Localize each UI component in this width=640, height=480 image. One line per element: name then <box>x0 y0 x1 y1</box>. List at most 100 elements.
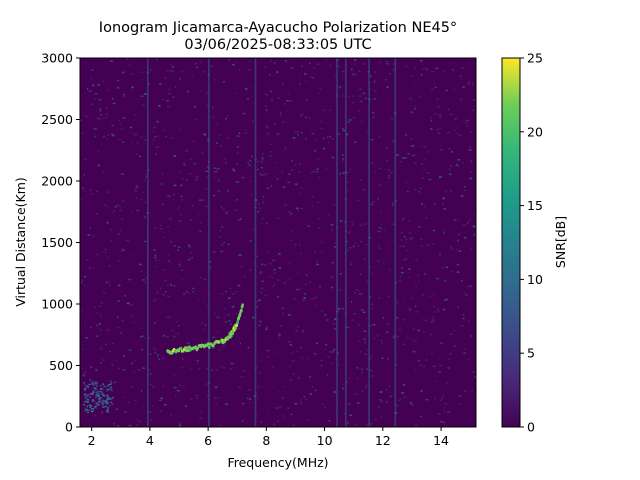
noise-cell <box>281 171 284 174</box>
noise-cell <box>351 301 353 303</box>
noise-cell <box>227 243 230 245</box>
noise-cell <box>173 335 175 337</box>
noise-cell <box>435 380 438 383</box>
noise-cell <box>408 276 410 279</box>
noise-cell <box>296 207 299 209</box>
echo-point <box>241 303 244 307</box>
noise-cell <box>265 173 268 175</box>
noise-cell <box>178 206 180 208</box>
noise-cell <box>421 203 423 205</box>
noise-cell <box>173 245 176 247</box>
noise-cell <box>136 209 140 212</box>
noise-cell <box>359 293 362 295</box>
clutter-cell <box>87 401 89 403</box>
noise-cell <box>386 86 389 88</box>
noise-cell <box>437 106 440 108</box>
noise-cell <box>349 247 352 249</box>
noise-cell <box>110 228 113 231</box>
noise-cell <box>434 203 436 206</box>
noise-cell <box>240 265 243 268</box>
noise-cell <box>443 232 445 234</box>
noise-cell <box>142 279 145 281</box>
noise-cell <box>330 224 334 226</box>
clutter-cell <box>98 393 100 395</box>
noise-cell <box>357 70 361 72</box>
noise-cell <box>319 177 321 179</box>
noise-cell <box>128 278 132 281</box>
noise-cell <box>97 164 100 167</box>
noise-cell <box>122 369 126 371</box>
noise-cell <box>154 227 157 229</box>
noise-cell <box>444 403 448 405</box>
noise-cell <box>101 359 105 361</box>
noise-cell <box>184 405 188 407</box>
noise-cell <box>395 317 399 319</box>
noise-cell <box>420 59 423 62</box>
noise-cell <box>386 401 388 403</box>
noise-cell <box>154 135 156 138</box>
noise-cell <box>167 284 169 287</box>
noise-cell <box>405 238 408 241</box>
noise-cell <box>257 161 259 163</box>
noise-cell <box>314 150 317 152</box>
noise-cell <box>436 307 439 310</box>
noise-cell <box>378 297 381 299</box>
noise-cell <box>331 157 335 159</box>
noise-cell <box>314 251 316 254</box>
noise-cell <box>331 156 334 158</box>
noise-cell <box>454 219 457 221</box>
noise-cell <box>370 307 373 310</box>
noise-cell <box>402 217 406 220</box>
noise-cell <box>206 305 209 308</box>
noise-cell <box>464 237 467 239</box>
noise-cell <box>339 172 342 175</box>
noise-cell <box>423 381 425 383</box>
noise-cell <box>142 367 145 369</box>
noise-cell <box>390 171 393 174</box>
noise-cell <box>219 229 221 232</box>
noise-cell <box>117 300 120 302</box>
noise-cell <box>460 78 462 80</box>
colorbar-tick-label: 5 <box>527 346 535 361</box>
clutter-cell <box>89 406 92 409</box>
noise-cell <box>448 353 452 355</box>
noise-cell <box>374 71 377 73</box>
noise-cell <box>201 322 203 324</box>
noise-cell <box>169 196 171 198</box>
noise-cell <box>455 132 458 135</box>
noise-cell <box>260 221 262 224</box>
noise-cell <box>444 299 447 301</box>
noise-cell <box>425 359 427 361</box>
noise-cell <box>251 155 253 158</box>
noise-cell <box>235 163 239 165</box>
noise-cell <box>157 356 160 358</box>
clutter-cell <box>109 397 112 399</box>
noise-cell <box>364 97 368 100</box>
noise-cell <box>296 350 299 353</box>
noise-cell <box>179 421 182 424</box>
noise-cell <box>122 95 126 98</box>
noise-cell <box>84 371 87 373</box>
noise-cell <box>130 386 133 388</box>
noise-cell <box>111 342 115 345</box>
noise-cell <box>431 352 433 355</box>
x-tick-label: 2 <box>88 433 96 448</box>
noise-cell <box>134 134 138 136</box>
clutter-cell <box>103 385 105 388</box>
clutter-cell <box>100 387 102 390</box>
x-tick-label: 6 <box>204 433 212 448</box>
noise-cell <box>371 138 374 141</box>
noise-cell <box>214 171 218 173</box>
echo-point <box>180 346 183 350</box>
noise-cell <box>459 98 463 101</box>
noise-cell <box>198 213 200 215</box>
noise-cell <box>218 179 220 182</box>
noise-cell <box>288 314 291 316</box>
noise-cell <box>266 251 269 253</box>
echo-point <box>171 351 174 354</box>
noise-cell <box>153 352 157 354</box>
noise-cell <box>425 399 429 401</box>
noise-cell <box>338 86 342 88</box>
clutter-cell <box>90 383 92 385</box>
